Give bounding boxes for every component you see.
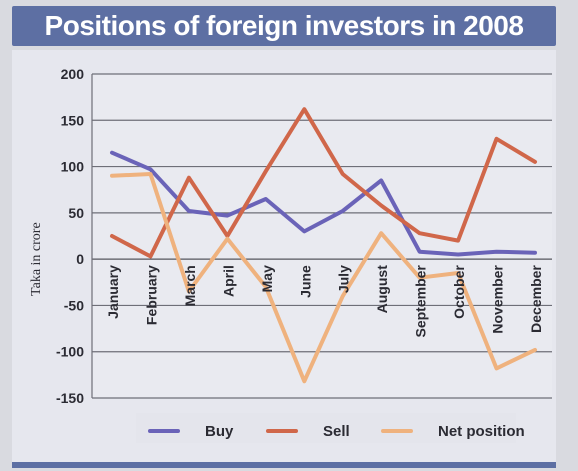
legend-label: Net position <box>438 423 525 440</box>
x-tick-label: November <box>490 265 506 334</box>
y-tick-label: 50 <box>68 205 84 221</box>
series-line-net-position <box>110 172 537 384</box>
x-tick-label: May <box>259 265 275 292</box>
legend-box <box>136 413 516 443</box>
title-bar: Positions of foreign investors in 2008 <box>12 6 556 46</box>
x-tick-label: January <box>105 265 121 319</box>
y-tick-label: -150 <box>56 390 84 406</box>
legend-label: Buy <box>205 423 234 440</box>
bottom-rule <box>12 462 556 468</box>
x-tick-label: September <box>413 265 429 338</box>
chart-title: Positions of foreign investors in 2008 <box>44 10 524 41</box>
y-tick-label: 150 <box>61 112 85 128</box>
y-tick-label: -100 <box>56 344 84 360</box>
y-tick-label: 100 <box>61 159 85 175</box>
series-line-buy <box>110 150 537 257</box>
legend-label: Sell <box>323 423 350 440</box>
y-tick-label: 200 <box>61 66 85 82</box>
x-tick-label: July <box>336 265 352 293</box>
x-tick-label: December <box>528 265 544 333</box>
x-tick-label: March <box>182 265 198 306</box>
y-axis-label: Taka in crore <box>29 222 44 296</box>
x-tick-label: June <box>297 265 313 298</box>
x-tick-label: February <box>143 265 159 325</box>
series-line-sell <box>110 107 537 259</box>
x-tick-label: April <box>220 265 236 297</box>
x-tick-label: October <box>451 265 467 319</box>
x-tick-label: August <box>374 265 390 314</box>
y-tick-label: -50 <box>64 297 84 313</box>
y-tick-label: 0 <box>76 251 84 267</box>
